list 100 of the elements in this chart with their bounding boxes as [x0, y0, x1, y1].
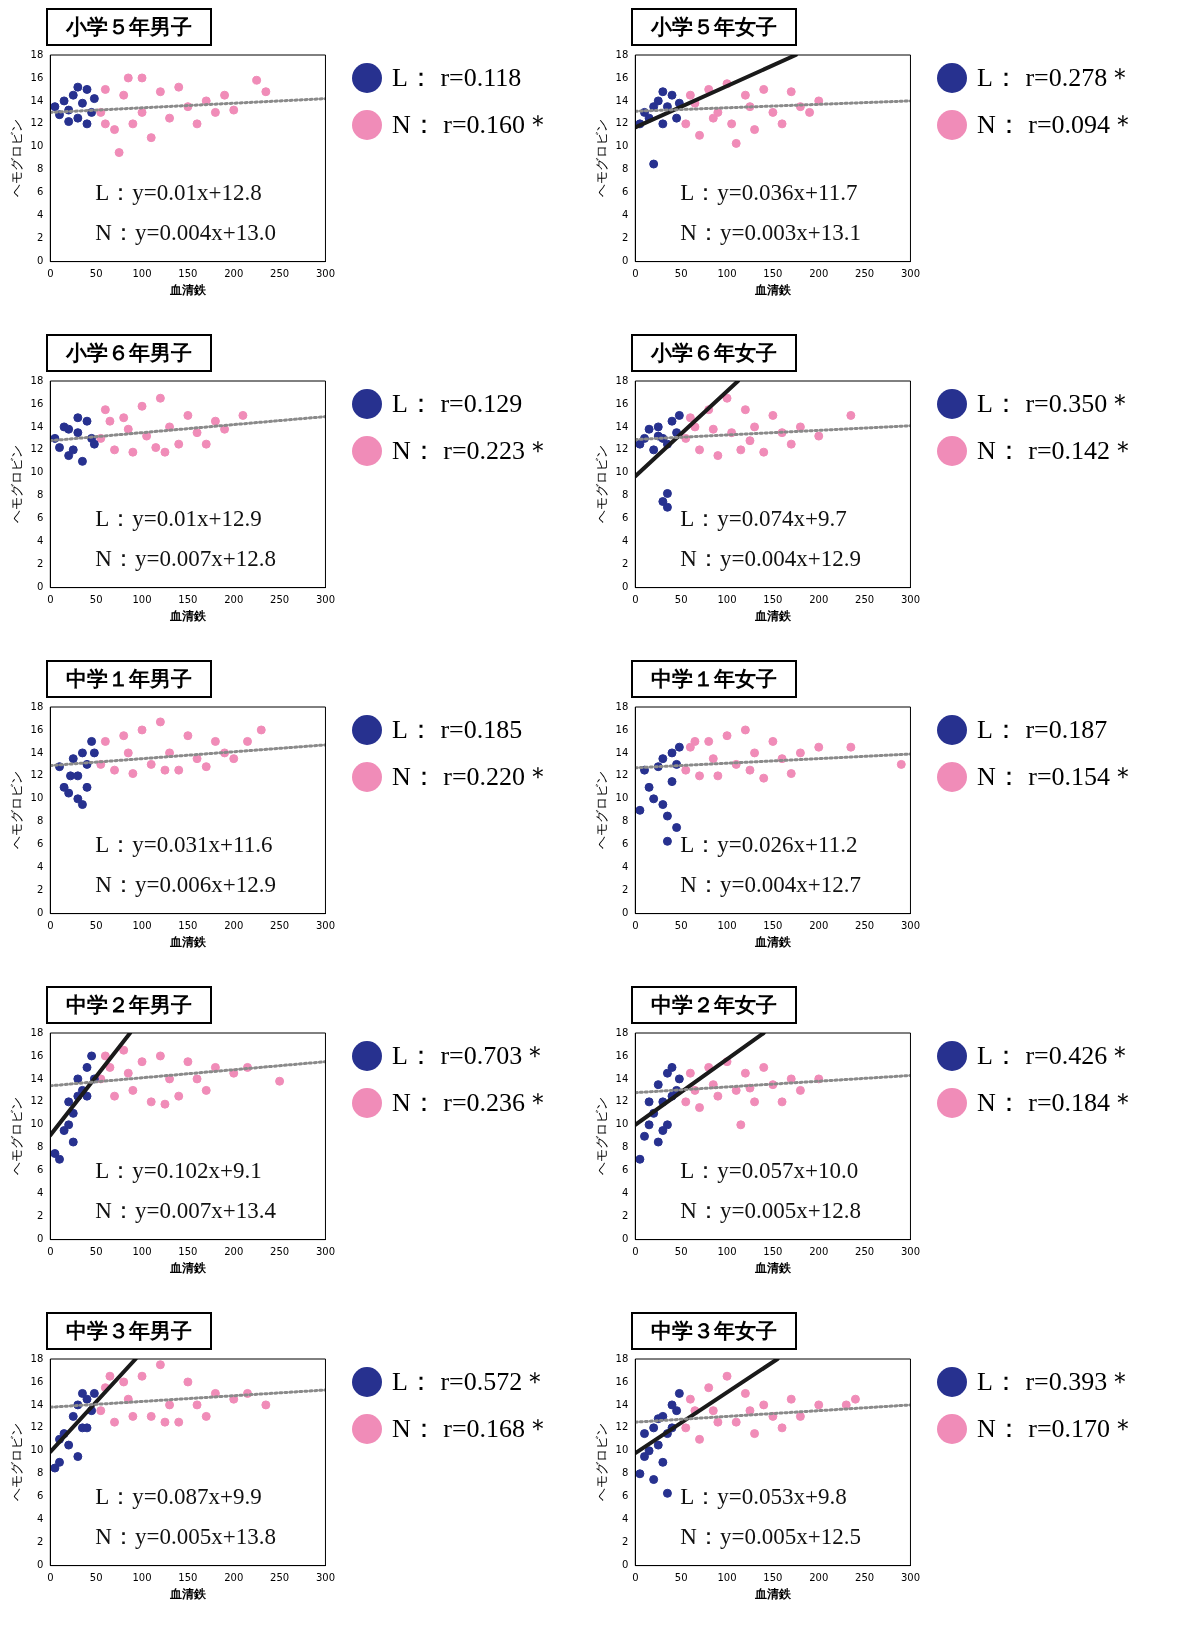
y-tick-label: 14 [30, 420, 44, 432]
y-tick-label: 0 [621, 581, 629, 593]
y-tick-label: 6 [36, 1164, 44, 1176]
chart-title: 中学２年男子 [46, 986, 212, 1024]
y-tick-label: 2 [36, 232, 44, 244]
x-tick-label: 100 [132, 594, 152, 606]
y-tick-label: 18 [30, 1352, 44, 1364]
y-tick-label: 16 [30, 1375, 44, 1387]
y-tick-label: 2 [621, 232, 629, 244]
y-tick-label: 10 [615, 1444, 629, 1456]
x-axis-title: 血清鉄 [753, 608, 792, 623]
x-tick-label: 100 [132, 920, 152, 932]
y-axis-title: ヘモグロビン [594, 771, 610, 850]
x-axis-title: 血清鉄 [753, 1586, 792, 1601]
y-tick-label: 8 [36, 489, 44, 501]
y-tick-label: 16 [30, 397, 44, 409]
y-tick-label: 0 [36, 581, 44, 593]
chart-title: 中学３年女子 [631, 1312, 797, 1350]
y-tick-label: 18 [615, 1352, 629, 1364]
x-tick-label: 300 [315, 594, 335, 606]
y-tick-label: 10 [615, 1118, 629, 1130]
legend-label: N： r=0.223＊ [392, 435, 552, 467]
y-tick-label: 6 [36, 1490, 44, 1502]
x-tick-label: 0 [47, 594, 54, 606]
x-tick-label: 50 [89, 920, 103, 932]
x-tick-label: 50 [89, 594, 103, 606]
y-tick-label: 6 [621, 186, 629, 198]
x-tick-label: 50 [674, 268, 688, 280]
y-tick-label: 4 [621, 209, 629, 221]
x-tick-label: 150 [763, 268, 783, 280]
x-tick-label: 200 [224, 1246, 244, 1258]
x-tick-label: 200 [809, 268, 829, 280]
legend-label: L： r=0.393＊ [977, 1366, 1134, 1398]
y-tick-label: 10 [615, 792, 629, 804]
x-tick-label: 300 [315, 1572, 335, 1584]
x-tick-label: 100 [132, 268, 152, 280]
y-tick-label: 18 [615, 700, 629, 712]
y-tick-label: 4 [36, 535, 44, 547]
y-tick-label: 12 [30, 443, 44, 455]
x-tick-label: 200 [224, 594, 244, 606]
x-tick-label: 150 [178, 920, 198, 932]
y-tick-label: 6 [36, 838, 44, 850]
y-tick-label: 6 [621, 1164, 629, 1176]
y-tick-label: 12 [615, 443, 629, 455]
chart-title: 中学１年男子 [46, 660, 212, 698]
y-tick-label: 4 [621, 1513, 629, 1525]
x-tick-label: 150 [178, 1246, 198, 1258]
y-tick-label: 10 [615, 140, 629, 152]
x-tick-label: 50 [674, 1572, 688, 1584]
legend-label: N： r=0.220＊ [392, 761, 552, 793]
y-tick-label: 0 [36, 1233, 44, 1245]
y-tick-label: 0 [621, 1233, 629, 1245]
x-tick-label: 150 [178, 1572, 198, 1584]
x-tick-label: 50 [89, 1572, 103, 1584]
y-tick-label: 10 [30, 1118, 44, 1130]
annotation: L：y=0.031x+11.6 [95, 831, 273, 857]
legend-label: N： r=0.142＊ [977, 435, 1137, 467]
x-tick-label: 200 [809, 594, 829, 606]
y-tick-label: 8 [621, 815, 629, 827]
y-tick-label: 14 [615, 1072, 629, 1084]
x-tick-label: 50 [674, 920, 688, 932]
x-tick-label: 50 [674, 594, 688, 606]
x-tick-label: 0 [632, 594, 639, 606]
y-tick-label: 8 [36, 1141, 44, 1153]
y-axis-title: ヘモグロビン [9, 445, 25, 524]
x-tick-label: 250 [270, 1246, 290, 1258]
annotation: N：y=0.007x+13.4 [95, 1197, 277, 1223]
y-tick-label: 8 [621, 1141, 629, 1153]
x-tick-label: 300 [900, 920, 920, 932]
y-tick-label: 16 [615, 71, 629, 83]
legend-label: N： r=0.236＊ [392, 1087, 552, 1119]
y-tick-label: 2 [621, 1536, 629, 1548]
x-tick-label: 250 [855, 268, 875, 280]
y-tick-label: 2 [36, 884, 44, 896]
y-tick-label: 16 [30, 723, 44, 735]
x-tick-label: 250 [270, 920, 290, 932]
legend-label: L： r=0.129 [392, 388, 523, 420]
y-tick-label: 6 [621, 512, 629, 524]
y-tick-label: 4 [621, 1187, 629, 1199]
x-tick-label: 150 [763, 1246, 783, 1258]
legend-label: L： r=0.426＊ [977, 1040, 1134, 1072]
y-tick-label: 16 [30, 1049, 44, 1061]
y-tick-label: 0 [36, 907, 44, 919]
y-tick-label: 10 [30, 140, 44, 152]
annotation: N：y=0.006x+12.9 [95, 871, 276, 897]
x-tick-label: 250 [270, 1572, 290, 1584]
y-tick-label: 18 [30, 374, 44, 386]
x-tick-label: 300 [315, 920, 335, 932]
x-tick-label: 100 [717, 594, 737, 606]
y-tick-label: 4 [36, 1513, 44, 1525]
x-tick-label: 150 [763, 920, 783, 932]
y-tick-label: 0 [621, 255, 629, 267]
x-tick-label: 150 [178, 594, 198, 606]
y-tick-label: 2 [621, 1210, 629, 1222]
annotation: L：y=0.102x+9.1 [95, 1157, 262, 1183]
x-tick-label: 300 [900, 1572, 920, 1584]
x-tick-label: 50 [89, 268, 103, 280]
x-tick-label: 250 [855, 1246, 875, 1258]
x-tick-label: 200 [809, 1572, 829, 1584]
y-tick-label: 14 [30, 1072, 44, 1084]
